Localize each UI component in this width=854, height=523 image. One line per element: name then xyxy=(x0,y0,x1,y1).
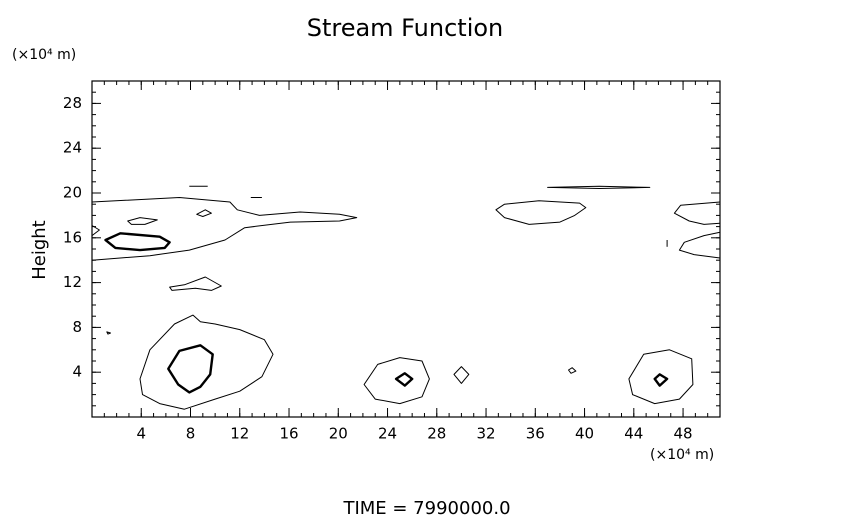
y-tick-label: 24 xyxy=(63,139,82,157)
x-tick-label: 20 xyxy=(329,425,348,443)
x-tick-label: 24 xyxy=(378,425,397,443)
contour-line xyxy=(673,201,721,225)
y-tick-label: 12 xyxy=(63,273,82,291)
plot-frame xyxy=(91,80,721,418)
contour-line xyxy=(628,349,694,405)
y-tick-label: 16 xyxy=(63,228,82,246)
x-tick-label: 44 xyxy=(624,425,643,443)
contour-line xyxy=(568,367,577,374)
contour-line xyxy=(453,366,470,384)
x-tick-label: 40 xyxy=(575,425,594,443)
x-tick-label: 12 xyxy=(230,425,249,443)
contour-line xyxy=(394,372,414,387)
contour-line xyxy=(139,314,274,410)
x-tick-label: 28 xyxy=(427,425,446,443)
contour-line xyxy=(91,225,100,236)
x-unit: (×10⁴ m) xyxy=(650,447,714,463)
contour-line xyxy=(169,276,222,291)
y-unit: (×10⁴ m) xyxy=(12,47,76,63)
contour-line xyxy=(495,200,587,225)
y-axis-label: Height xyxy=(29,220,50,280)
x-tick-label: 36 xyxy=(526,425,545,443)
contour-line xyxy=(91,197,358,261)
y-tick-label: 28 xyxy=(63,94,82,112)
x-tick-label: 32 xyxy=(476,425,495,443)
footer: TIME = 7990000.0 xyxy=(342,498,510,519)
y-tick-label: 4 xyxy=(72,363,82,381)
contour-line xyxy=(653,373,669,387)
contour-line xyxy=(127,217,158,225)
y-tick-label: 20 xyxy=(63,184,82,202)
x-tick-label: 4 xyxy=(136,425,146,443)
contour-line xyxy=(363,357,430,405)
contour-line xyxy=(106,331,111,335)
x-tick-label: 16 xyxy=(279,425,298,443)
x-tick-label: 48 xyxy=(674,425,693,443)
contour-line xyxy=(547,185,651,189)
y-tick-label: 8 xyxy=(72,318,82,336)
contour-line xyxy=(196,209,212,217)
chart-title: Stream Function xyxy=(307,14,504,42)
contour-line xyxy=(167,344,214,394)
contour-line xyxy=(104,232,171,252)
x-tick-label: 8 xyxy=(186,425,196,443)
contour-line xyxy=(678,231,721,259)
